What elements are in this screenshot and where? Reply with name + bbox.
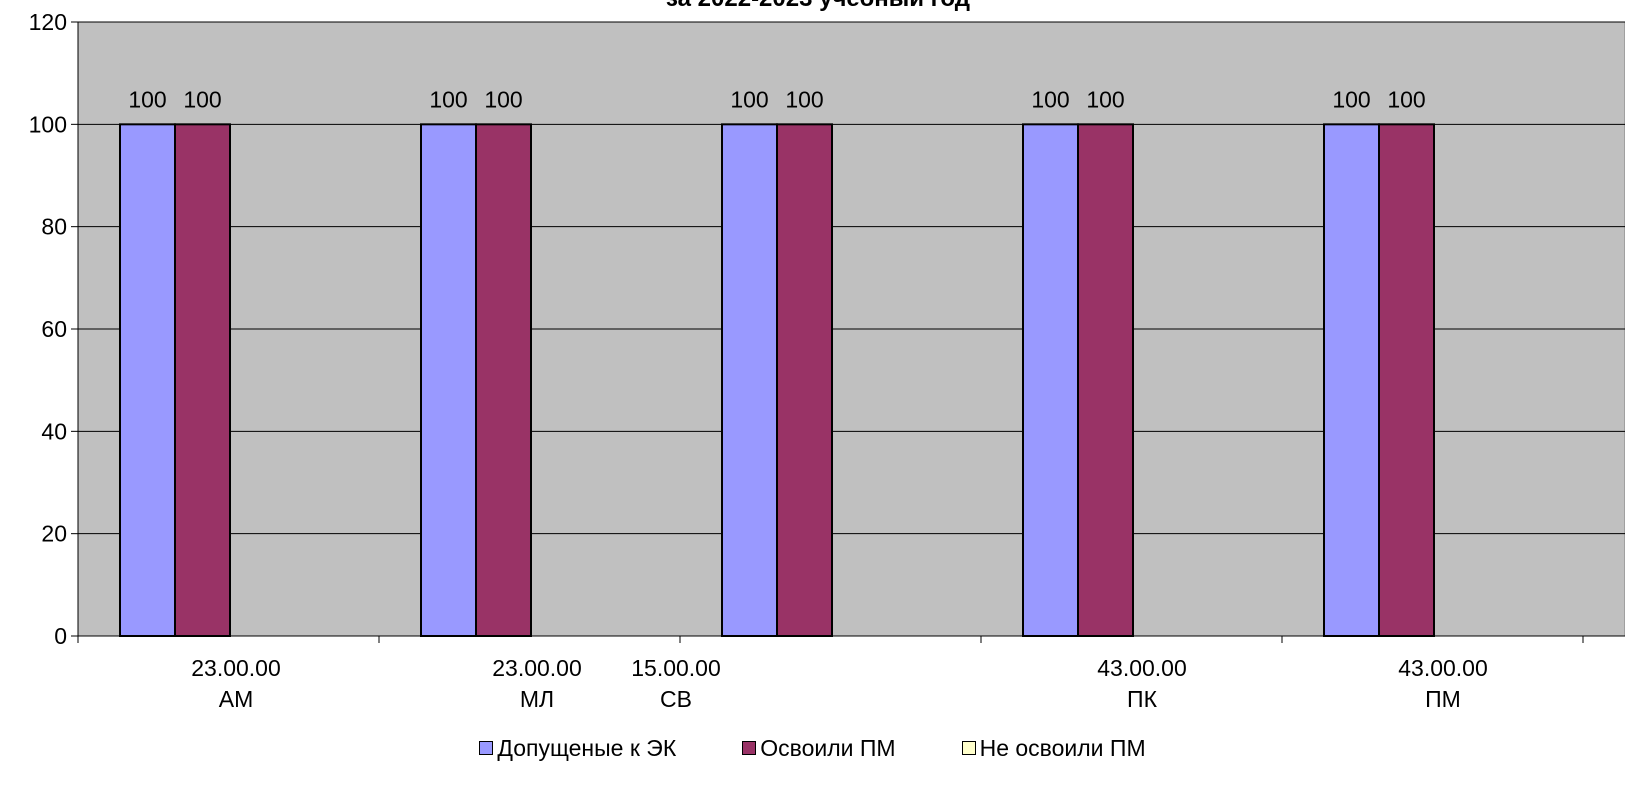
x-tick-label-0-1: АМ <box>219 686 254 712</box>
bar-s0-c4 <box>1323 123 1380 637</box>
legend-label-not-mastered: Не освоили ПМ <box>979 734 1146 761</box>
bar-s1-c3 <box>1077 123 1134 637</box>
data-label-s1-c1: 100 <box>484 86 522 112</box>
bar-s0-c2 <box>721 123 778 637</box>
data-label-s1-c0: 100 <box>183 86 221 112</box>
y-tick-label-5: 100 <box>29 111 67 137</box>
y-tick-label-1: 20 <box>41 521 67 547</box>
legend-label-mastered: Освоили ПМ <box>760 734 896 761</box>
legend-item-admitted: Допущеные к ЭК <box>479 735 676 762</box>
y-tick-label-2: 40 <box>41 418 67 444</box>
data-label-s1-c4: 100 <box>1387 86 1425 112</box>
chart-title: за 2022-2023 учебный год <box>666 0 970 12</box>
x-tick-label-4-1: ПМ <box>1425 686 1461 712</box>
legend-item-mastered: Освоили ПМ <box>742 734 896 762</box>
bar-s1-c1 <box>475 123 532 637</box>
data-label-s1-c3: 100 <box>1086 86 1124 112</box>
x-tick-label-3-1: ПК <box>1127 686 1158 712</box>
bar-s1-c4 <box>1378 123 1435 637</box>
data-label-s0-c2: 100 <box>730 86 768 112</box>
x-tick-label-3-0: 43.00.00 <box>1097 655 1187 681</box>
legend-label-admitted: Допущеные к ЭК <box>497 734 677 761</box>
bar-s0-c3 <box>1022 123 1079 637</box>
x-tick-label-2-0: 15.00.00 <box>631 655 721 681</box>
legend-swatch-admitted <box>479 741 494 755</box>
legend-item-not-mastered: Не освоили ПМ <box>961 734 1146 762</box>
data-label-s0-c4: 100 <box>1332 86 1370 112</box>
legend: Допущеные к ЭК Освоили ПМ Не освоили ПМ <box>0 732 1625 764</box>
data-label-s1-c2: 100 <box>785 86 823 112</box>
y-tick-label-4: 80 <box>41 214 67 240</box>
data-label-s0-c0: 100 <box>128 86 166 112</box>
x-tick-label-0-0: 23.00.00 <box>191 655 281 681</box>
y-tick-label-6: 120 <box>29 9 67 35</box>
data-label-s0-c3: 100 <box>1031 86 1069 112</box>
x-tick-label-1-1: МЛ <box>520 686 554 712</box>
data-label-s0-c1: 100 <box>429 86 467 112</box>
bar-s1-c2 <box>776 123 833 637</box>
bar-s0-c0 <box>119 123 176 637</box>
bar-s0-c1 <box>420 123 477 637</box>
legend-swatch-not-mastered <box>961 741 976 755</box>
legend-swatch-mastered <box>742 741 757 755</box>
bar-s1-c0 <box>174 123 231 637</box>
y-tick-label-0: 0 <box>54 623 67 649</box>
x-tick-label-4-0: 43.00.00 <box>1398 655 1488 681</box>
x-tick-label-1-0: 23.00.00 <box>492 655 582 681</box>
x-tick-label-2-1: СВ <box>660 686 692 712</box>
y-tick-label-3: 60 <box>41 316 67 342</box>
